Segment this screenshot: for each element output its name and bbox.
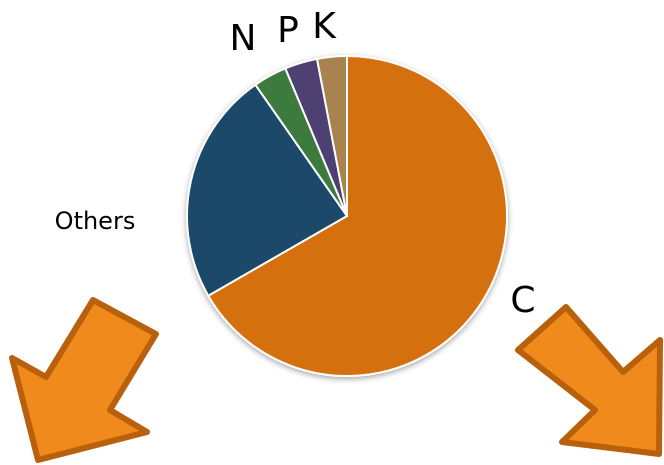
pie-slice [315, 54, 348, 217]
slice-label: C [510, 280, 535, 321]
slice-label: P [277, 10, 299, 51]
slice-label: Others [55, 207, 136, 235]
pie-slice [206, 54, 508, 377]
pie [186, 54, 508, 377]
slice-label: N [230, 18, 257, 59]
arrow-right [515, 304, 663, 457]
pie-slice [186, 83, 349, 298]
slice-label: K [312, 6, 337, 47]
arrow-left [9, 297, 159, 463]
